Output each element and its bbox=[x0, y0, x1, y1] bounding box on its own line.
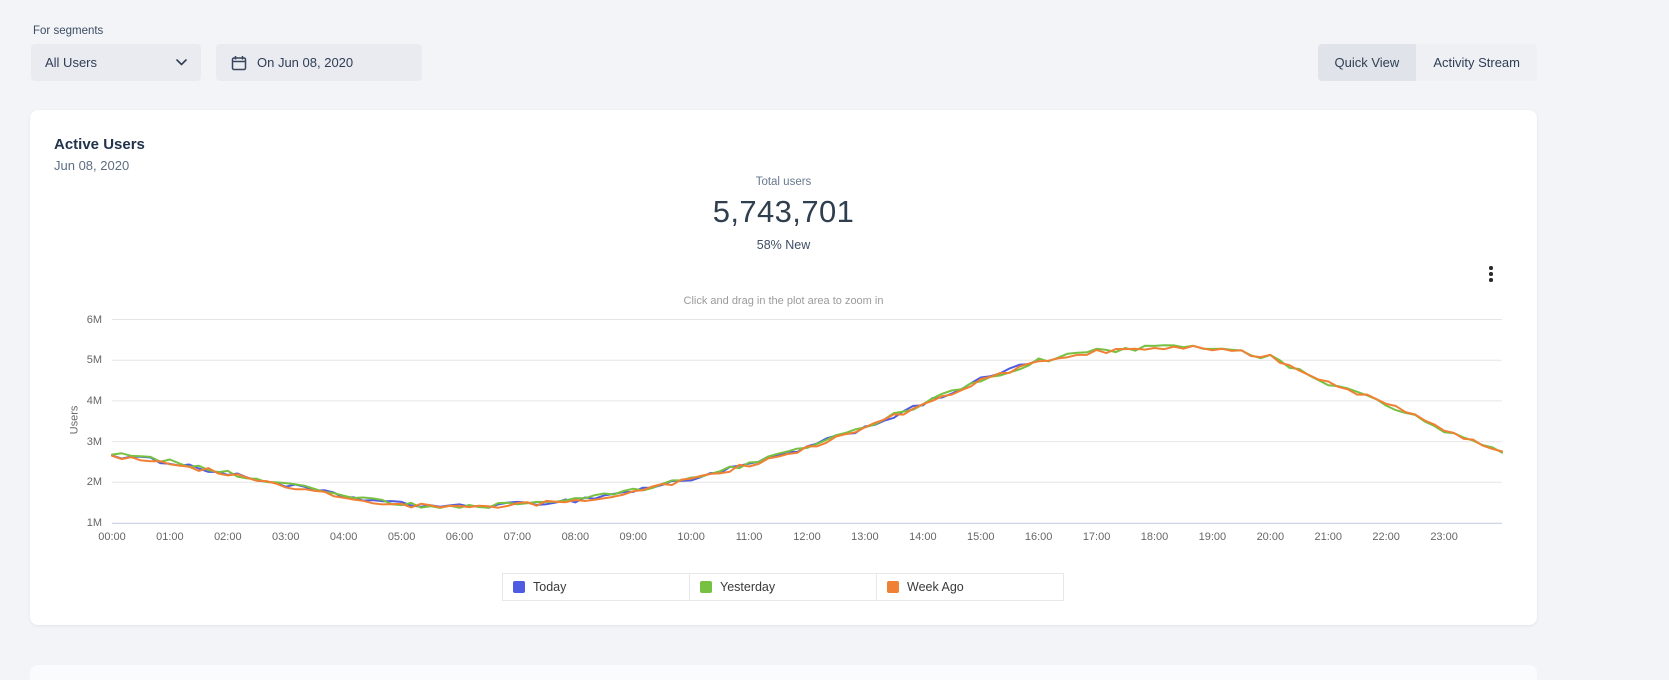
kebab-menu-icon[interactable] bbox=[1483, 262, 1499, 286]
x-axis-tick: 15:00 bbox=[966, 531, 995, 543]
x-axis-tick: 17:00 bbox=[1082, 531, 1111, 543]
x-axis-tick: 14:00 bbox=[909, 531, 937, 543]
x-axis-tick: 16:00 bbox=[1024, 531, 1053, 543]
x-axis-tick: 18:00 bbox=[1140, 531, 1169, 543]
y-axis-tick: 4M bbox=[86, 394, 102, 407]
card-title: Active Users bbox=[54, 136, 145, 153]
series-line-yesterday[interactable] bbox=[111, 344, 1503, 509]
y-axis-title: Users bbox=[68, 405, 81, 435]
x-axis-tick: 08:00 bbox=[561, 531, 590, 543]
x-axis-tick: 19:00 bbox=[1198, 531, 1227, 543]
y-axis-tick: 1M bbox=[86, 517, 102, 529]
x-axis-tick: 22:00 bbox=[1372, 531, 1400, 543]
series-line-today[interactable] bbox=[111, 358, 1040, 509]
x-axis-tick: 05:00 bbox=[387, 531, 416, 543]
y-axis-tick: 6M bbox=[86, 313, 102, 326]
zoom-hint: Click and drag in the plot area to zoom … bbox=[683, 295, 884, 307]
total-users-label: Total users bbox=[755, 176, 812, 188]
y-axis-tick: 3M bbox=[86, 435, 102, 448]
chevron-down-icon bbox=[176, 59, 187, 66]
card-date: Jun 08, 2020 bbox=[54, 158, 130, 173]
activity-stream-button[interactable]: Activity Stream bbox=[1416, 44, 1537, 81]
y-axis-tick: 2M bbox=[86, 476, 102, 489]
legend-label: Today bbox=[533, 580, 567, 594]
view-toggle: Quick View Activity Stream bbox=[1317, 44, 1537, 81]
x-axis-tick: 21:00 bbox=[1314, 531, 1343, 543]
legend-item-today[interactable]: Today bbox=[502, 573, 690, 601]
quick-view-button[interactable]: Quick View bbox=[1317, 44, 1417, 81]
y-axis-tick: 5M bbox=[86, 354, 102, 367]
x-axis-tick: 20:00 bbox=[1256, 531, 1285, 543]
plot-area[interactable] bbox=[30, 310, 1537, 570]
series-line-week-ago[interactable] bbox=[111, 344, 1503, 509]
x-axis-tick: 00:00 bbox=[98, 531, 126, 543]
for-segments-label: For segments bbox=[33, 25, 104, 37]
x-axis-tick: 12:00 bbox=[793, 531, 821, 543]
chart-legend: Today Yesterday Week Ago bbox=[30, 573, 1537, 601]
legend-swatch-icon bbox=[700, 581, 712, 593]
totals-block: Total users 5,743,701 58% New bbox=[30, 176, 1537, 252]
x-axis-tick: 01:00 bbox=[156, 531, 184, 543]
calendar-icon bbox=[231, 55, 247, 71]
total-users-value: 5,743,701 bbox=[712, 194, 855, 229]
x-axis-tick: 07:00 bbox=[503, 531, 532, 543]
legend-swatch-icon bbox=[887, 581, 899, 593]
x-axis-tick: 06:00 bbox=[445, 531, 474, 543]
x-axis-tick: 23:00 bbox=[1430, 531, 1458, 543]
x-axis-tick: 03:00 bbox=[271, 531, 300, 543]
x-axis-tick: 10:00 bbox=[677, 531, 705, 543]
x-axis-tick: 04:00 bbox=[329, 531, 358, 543]
active-users-card: Active Users Jun 08, 2020 Total users 5,… bbox=[30, 110, 1537, 625]
x-axis-tick: 02:00 bbox=[214, 531, 242, 543]
legend-label: Week Ago bbox=[907, 580, 964, 594]
legend-item-yesterday[interactable]: Yesterday bbox=[689, 573, 877, 601]
next-card-peek bbox=[30, 665, 1537, 680]
line-chart[interactable]: Users 1M 2M 3M 4M 5M 6M 00:00 01:00 02:00 03:00 0… bbox=[30, 310, 1537, 570]
segment-dropdown-value: All Users bbox=[45, 55, 98, 70]
legend-label: Yesterday bbox=[720, 580, 776, 594]
date-picker-button[interactable]: On Jun 08, 2020 bbox=[216, 44, 422, 81]
new-percentage: 58% New bbox=[756, 238, 811, 252]
x-axis-tick: 13:00 bbox=[851, 531, 879, 543]
x-axis-tick: 09:00 bbox=[619, 531, 648, 543]
legend-item-week-ago[interactable]: Week Ago bbox=[876, 573, 1064, 601]
legend-swatch-icon bbox=[513, 581, 525, 593]
x-axis-tick: 11:00 bbox=[735, 531, 763, 543]
segment-dropdown[interactable]: All Users bbox=[31, 44, 201, 81]
date-picker-value: On Jun 08, 2020 bbox=[257, 55, 354, 70]
